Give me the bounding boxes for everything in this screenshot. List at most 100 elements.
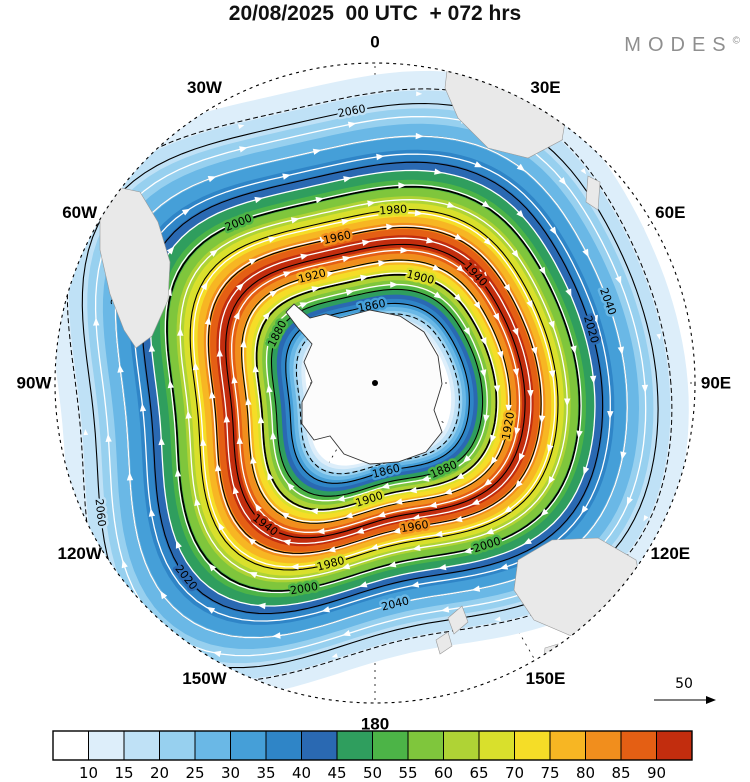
land-antarctica [285,303,443,465]
streamline-arrowhead [257,602,266,610]
streamline-arrowhead [121,559,128,569]
colorbar-cell [656,730,693,761]
colorbar-cell [478,730,515,761]
streamline-arrowhead [471,585,481,592]
streamline-arrowhead [287,482,295,491]
streamline-arrowhead [480,271,488,280]
contour-line [141,161,604,615]
streamline-arrowhead [358,581,368,588]
streamline-arrowhead [531,346,538,356]
streamline-arrowhead [265,335,272,344]
streamline-arrowhead [344,512,353,519]
streamline-arrowhead [440,606,450,613]
streamline-arrowhead [370,543,379,550]
streamline [231,249,521,533]
streamline-arrowhead [516,163,525,172]
chart-title: 20/08/2025 00 UTC + 072 hrs [228,2,522,25]
streamline-arrowhead [582,248,589,258]
longitude-label: 90E [701,374,731,393]
longitude-label: 120W [57,544,102,563]
colorbar-tick: 45 [327,764,346,782]
streamline-arrowhead [174,468,182,477]
streamline-arrowhead [377,511,386,518]
streamline-arrowhead [617,346,624,355]
longitude-label: 150E [526,669,566,688]
streamline-arrowhead [160,590,168,600]
brand-logo: MODES© [624,34,740,57]
land-new-zealand-north [447,605,469,635]
streamline-arrowhead [462,455,471,463]
streamline-arrowhead [209,390,216,399]
streamline-arrowhead [175,540,182,549]
streamline-arrowhead [503,283,511,293]
longitude-label: 90W [17,374,53,393]
streamline-arrowhead [181,208,191,216]
streamline-arrowhead [266,384,273,393]
colorbar-tick: 20 [150,764,169,782]
colorbar-tick: 35 [256,764,275,782]
streamline-arrowhead [343,176,352,183]
streamline-arrowhead [365,496,374,503]
longitude-label: 180 [361,715,389,734]
contour-line [255,273,498,511]
streamline-arrowhead [480,337,487,346]
streamline-arrowhead [471,498,480,505]
streamline-arrowhead [381,482,390,489]
streamline-arrowhead [341,563,351,570]
streamline-arrowhead [83,429,89,436]
streamline-arrowhead [204,316,211,325]
streamline-arrowhead [245,396,252,406]
streamline-arrowhead [331,653,338,658]
streamline-arrowhead [206,606,216,614]
copyright-mark: © [732,35,740,47]
streamline-arrowhead [549,226,557,236]
streamline-arrowhead [615,275,622,285]
streamline-arrowhead [473,301,481,310]
longitude-label: 30E [530,78,560,97]
contour-line [225,243,526,539]
streamline-arrowhead [360,274,369,282]
streamline-arrowhead [456,264,465,273]
longitude-labels: 0 30E 60E 90E 120E 150E 180 150W 120W 90W 60W 30W [17,33,732,734]
streamline-arrowhead [453,293,462,302]
streamline [242,261,510,523]
streamline-arrowhead [410,581,420,588]
streamline-arrowhead [185,410,192,419]
streamline-arrowhead [580,168,587,175]
colorbar-cell [585,730,622,761]
contour-line-dashed [295,313,461,475]
streamline-arrowhead [262,311,271,320]
colorbar-cell [336,730,373,761]
streamline-arrowhead [254,503,262,512]
streamline-arrowhead [347,121,357,128]
streamline-arrowhead [214,463,222,472]
streamline-arrowhead [576,430,583,439]
streamline-arrowhead [207,176,217,183]
streamline-arrowhead [312,148,322,155]
streamline-arrowhead [280,512,290,519]
colorbar-cell [159,730,196,761]
streamline-arrowhead [463,547,472,554]
longitude-label: 60W [62,203,98,222]
streamline-arrowhead [493,385,501,394]
streamline-arrowhead [327,546,336,553]
streamline-arrowhead [512,327,519,337]
streamline-arrowhead [345,289,355,296]
streamline-arrowhead [607,411,614,420]
streamline-arrowhead [589,375,597,384]
streamline-arrowhead [434,530,443,538]
streamline [179,199,568,580]
streamline-arrowhead [166,246,175,255]
streamline-arrowhead [248,258,258,265]
pole-dot [372,380,378,386]
streamline-arrowhead [93,317,100,326]
streamline-arrowhead [299,302,309,309]
streamline [149,169,596,607]
colorbar-tick: 25 [185,764,204,782]
streamline-arrowhead [548,476,555,485]
streamline-arrowhead [497,350,504,360]
streamline-arrowhead [250,455,257,464]
streamline-arrowhead [355,527,365,534]
streamline-arrowhead [398,182,407,189]
streamline-arrowhead [583,466,590,476]
